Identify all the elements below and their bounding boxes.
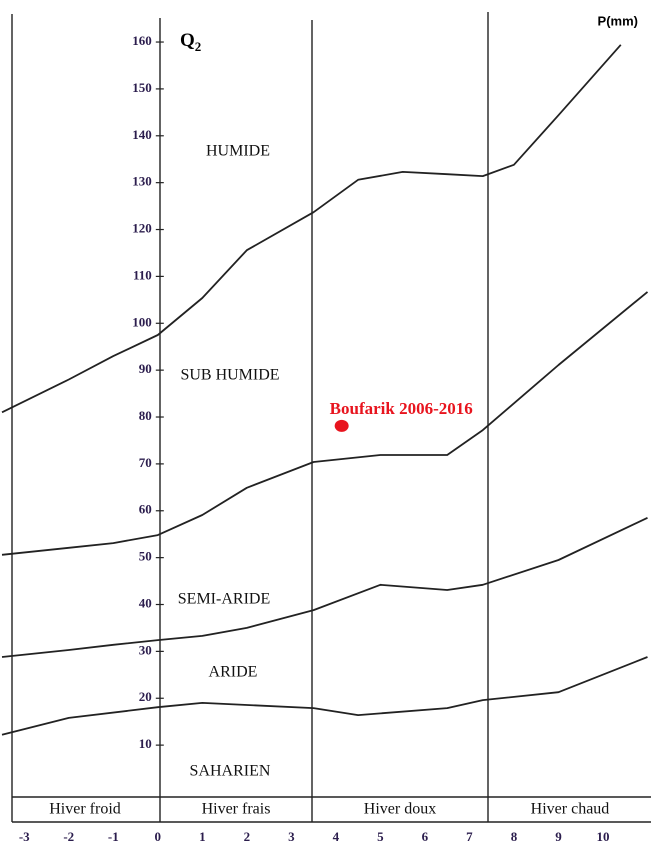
- x-tick-label: 3: [288, 829, 295, 844]
- y-tick-label: 80: [139, 408, 152, 423]
- y-tick-label: 50: [139, 549, 152, 564]
- zone-label: ARIDE: [209, 664, 258, 681]
- x-tick-label: 1: [199, 829, 206, 844]
- winter-label: Hiver froid: [49, 801, 121, 818]
- y-tick-label: 150: [132, 80, 152, 95]
- zone-label: HUMIDE: [206, 143, 270, 160]
- x-tick-label: 0: [155, 829, 162, 844]
- y-tick-label: 100: [132, 314, 152, 329]
- x-tick-label: -1: [108, 829, 119, 844]
- x-tick-label: 5: [377, 829, 384, 844]
- y-tick-label: 130: [132, 174, 152, 189]
- boundary-curve: [1, 656, 648, 736]
- y-tick-label: 120: [132, 221, 152, 236]
- y-tick-label: 20: [139, 689, 152, 704]
- corner-label: P(mm): [598, 13, 638, 28]
- x-tick-label: -3: [19, 829, 30, 844]
- zone-label: SUB HUMIDE: [180, 367, 279, 384]
- winter-label: Hiver frais: [202, 801, 271, 818]
- y-tick-label: 10: [139, 736, 152, 751]
- y-tick-label: 60: [139, 502, 152, 517]
- boundary-curve: [1, 516, 648, 658]
- y-tick-label: 110: [133, 267, 152, 282]
- y-tick-label: 90: [139, 361, 152, 376]
- y-tick-label: 70: [139, 455, 152, 470]
- x-tick-label: 7: [466, 829, 473, 844]
- x-tick-label: 4: [333, 829, 340, 844]
- station-point: [334, 419, 349, 432]
- y-tick-label: 30: [139, 642, 152, 657]
- y-tick-label: 160: [132, 33, 152, 48]
- winter-label: Hiver chaud: [531, 801, 610, 818]
- y-tick-label: 40: [139, 595, 152, 610]
- x-tick-label: 9: [555, 829, 562, 844]
- x-tick-label: 8: [511, 829, 518, 844]
- x-tick-label: 6: [422, 829, 429, 844]
- boundary-curve: [1, 291, 649, 556]
- y-tick-label: 140: [132, 127, 152, 142]
- zone-label: SAHARIEN: [190, 763, 271, 780]
- zone-label: SEMI-ARIDE: [178, 591, 270, 608]
- station-label: Boufarik 2006-2016: [330, 399, 473, 418]
- boundary-curve: [1, 44, 622, 414]
- y-label: Q2: [180, 30, 201, 54]
- x-tick-label: 10: [596, 829, 609, 844]
- winter-label: Hiver doux: [364, 801, 436, 818]
- x-tick-label: -2: [63, 829, 74, 844]
- x-tick-label: 2: [244, 829, 251, 844]
